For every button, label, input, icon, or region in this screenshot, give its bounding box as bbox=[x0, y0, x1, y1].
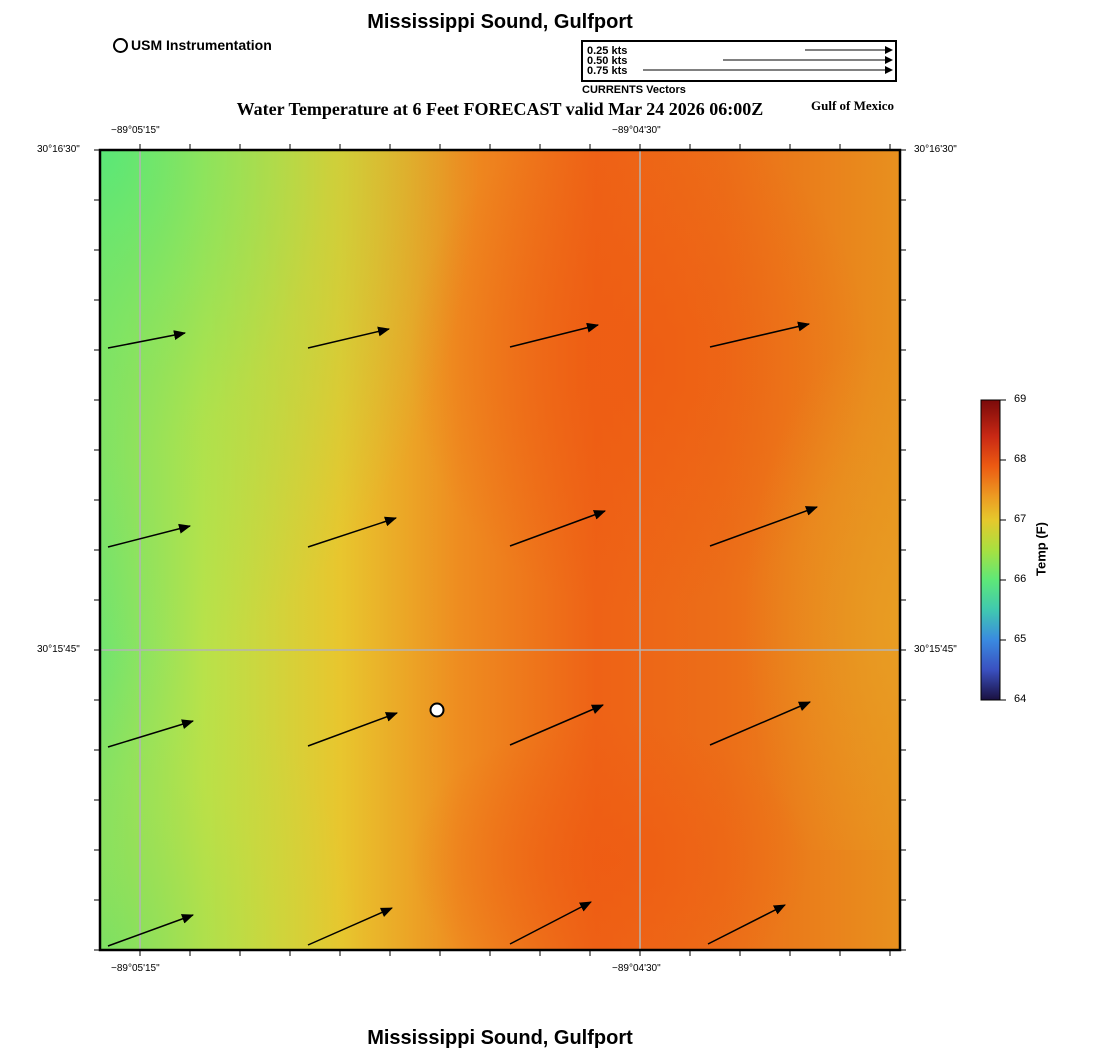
current-vector bbox=[307, 326, 390, 349]
current-vector bbox=[107, 719, 194, 748]
current-vector bbox=[307, 516, 397, 548]
colorbar-tick-68: 68 bbox=[1014, 453, 1027, 465]
current-vector bbox=[709, 701, 811, 746]
lon-label-top-2: −89°04'30" bbox=[612, 125, 661, 136]
lat-label-left-1: 30°16'30" bbox=[37, 144, 80, 155]
usm-legend-label: USM Instrumentation bbox=[131, 37, 272, 53]
current-vectors bbox=[107, 321, 818, 947]
vector-scale-box: 0.25 kts 0.50 kts 0.75 kts bbox=[581, 40, 897, 82]
vector-scale-arrows bbox=[643, 46, 893, 74]
lon-label-bottom-2: −89°04'30" bbox=[612, 963, 661, 974]
current-vector bbox=[707, 904, 786, 945]
current-vector bbox=[709, 506, 818, 547]
current-vector bbox=[107, 523, 191, 548]
colorbar-tick-65: 65 bbox=[1014, 633, 1027, 645]
temperature-field bbox=[100, 150, 900, 950]
vector-scale-label-050: 0.50 kts bbox=[587, 55, 628, 67]
map-title: Water Temperature at 6 Feet FORECAST val… bbox=[236, 99, 764, 119]
lon-label-bottom-1: −89°05'15" bbox=[111, 963, 160, 974]
station-marker-icon bbox=[113, 37, 128, 53]
lat-label-left-2: 30°15'45" bbox=[37, 644, 80, 655]
lat-label-right-2: 30°15'45" bbox=[914, 644, 957, 655]
current-vector bbox=[509, 704, 604, 746]
vector-scale-label-025: 0.25 kts bbox=[587, 45, 628, 57]
page-title: Mississippi Sound, Gulfport bbox=[367, 11, 633, 33]
usm-station-marker bbox=[429, 702, 445, 718]
colorbar-tick-67: 67 bbox=[1014, 513, 1027, 525]
current-vector bbox=[107, 330, 186, 349]
current-vector bbox=[509, 901, 592, 945]
vector-scale-label-075: 0.75 kts bbox=[587, 65, 628, 77]
colorbar-tick-69: 69 bbox=[1014, 393, 1027, 405]
colorbar-tick-66: 66 bbox=[1014, 573, 1027, 585]
map-ticks bbox=[94, 144, 906, 956]
current-vector bbox=[509, 322, 599, 348]
lat-label-right-1: 30°16'30" bbox=[914, 144, 957, 155]
vector-scale-caption: CURRENTS Vectors bbox=[582, 84, 686, 96]
region-label: Gulf of Mexico bbox=[811, 98, 895, 113]
colorbar-title: Temp (F) bbox=[1033, 522, 1049, 576]
graticule bbox=[100, 150, 900, 950]
colorbar bbox=[980, 399, 1006, 701]
current-vector bbox=[107, 914, 194, 947]
lon-label-top-1: −89°05'15" bbox=[111, 125, 160, 136]
colorbar-tick-64: 64 bbox=[1014, 693, 1027, 705]
current-vector bbox=[709, 321, 810, 348]
current-vector bbox=[307, 712, 398, 747]
current-vector bbox=[509, 510, 606, 547]
footer-title: Mississippi Sound, Gulfport bbox=[367, 1027, 633, 1049]
current-vector bbox=[307, 907, 393, 946]
usm-legend: USM Instrumentation bbox=[113, 37, 272, 53]
